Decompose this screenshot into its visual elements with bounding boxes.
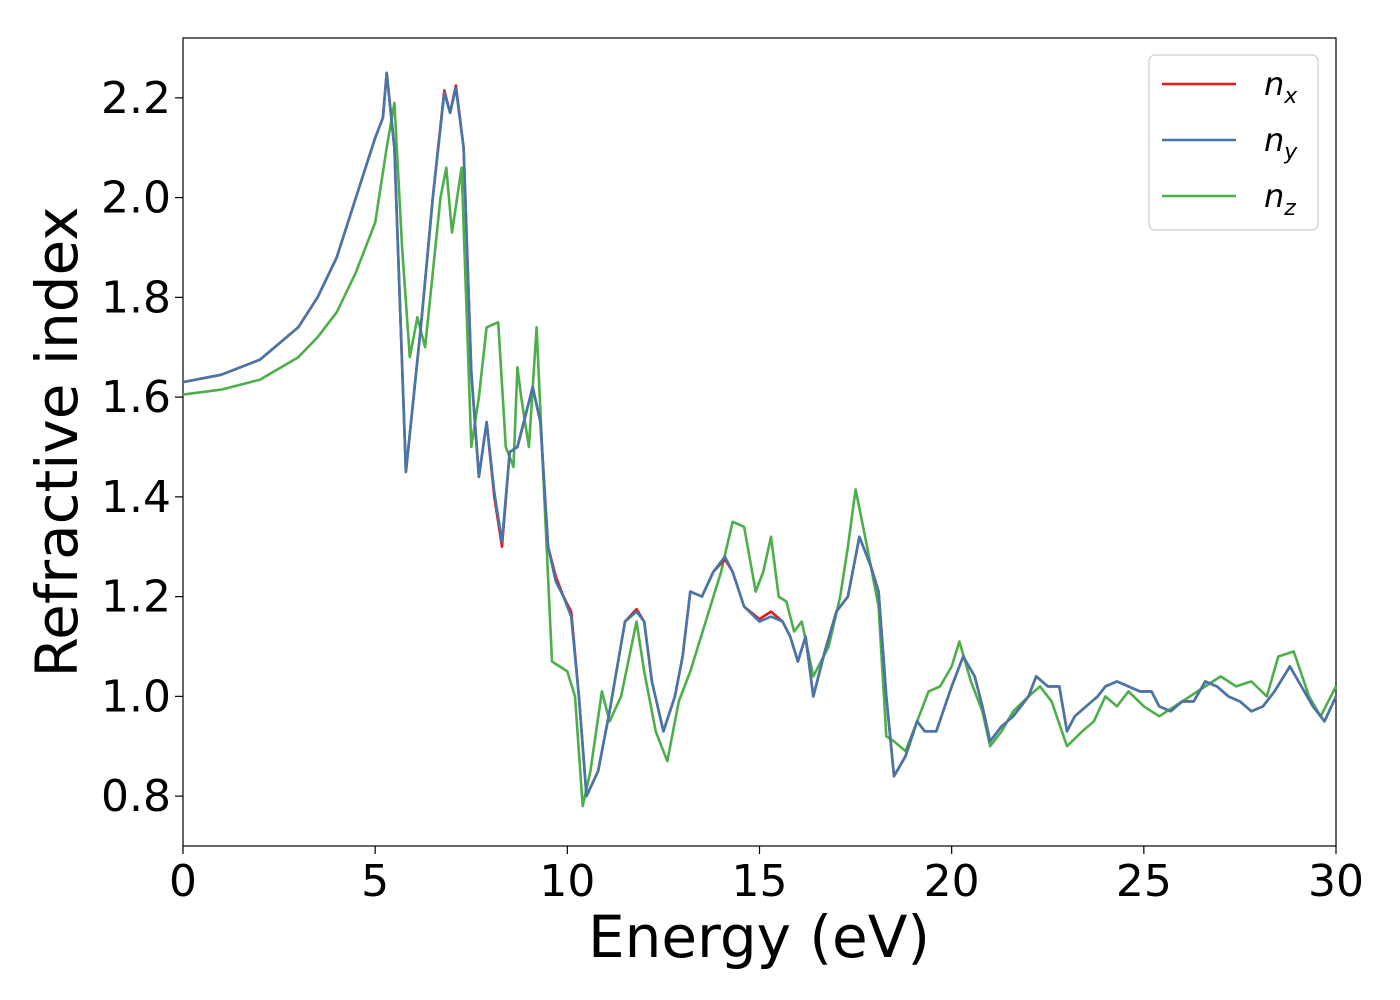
x-tick-label: 10: [539, 856, 595, 907]
x-axis-ticks: 0 5 10 15 20 25 30: [169, 846, 1364, 907]
legend-label-x: nx: [1264, 65, 1298, 109]
legend-label-base: n: [1264, 121, 1284, 159]
legend-label-subscript: y: [1283, 140, 1298, 165]
x-tick-label: 30: [1308, 856, 1364, 907]
x-tick-label: 0: [169, 856, 197, 907]
legend-label-base: n: [1264, 177, 1284, 215]
legend-label-z: nz: [1264, 177, 1296, 221]
series-line-z: [182, 101, 1338, 808]
y-tick-label: 2.0: [101, 173, 171, 224]
y-tick-label: 1.6: [101, 372, 171, 423]
x-tick-label: 15: [732, 856, 788, 907]
y-axis-ticks: 0.8 1.0 1.2 1.4 1.6 1.8 2.0 2.2: [101, 73, 183, 822]
legend-label-base: n: [1264, 65, 1284, 103]
series-line-y: [182, 71, 1338, 798]
legend-label-subscript: z: [1283, 196, 1296, 221]
legend-label-subscript: x: [1283, 84, 1298, 109]
legend-label-y: ny: [1264, 121, 1298, 165]
y-tick-label: 1.4: [101, 472, 171, 523]
y-tick-label: 2.2: [101, 73, 171, 124]
x-tick-label: 5: [361, 856, 389, 907]
y-tick-label: 1.2: [101, 572, 171, 623]
x-axis-title: Energy (eV): [588, 903, 930, 971]
y-tick-label: 1.0: [101, 671, 171, 722]
legend-box: [1148, 54, 1319, 231]
y-tick-label: 0.8: [101, 771, 171, 822]
y-tick-label: 1.8: [101, 272, 171, 323]
x-tick-label: 25: [1116, 856, 1172, 907]
y-axis-title: Refractive index: [23, 206, 91, 677]
series-lines: [182, 71, 1338, 808]
x-tick-label: 20: [924, 856, 980, 907]
